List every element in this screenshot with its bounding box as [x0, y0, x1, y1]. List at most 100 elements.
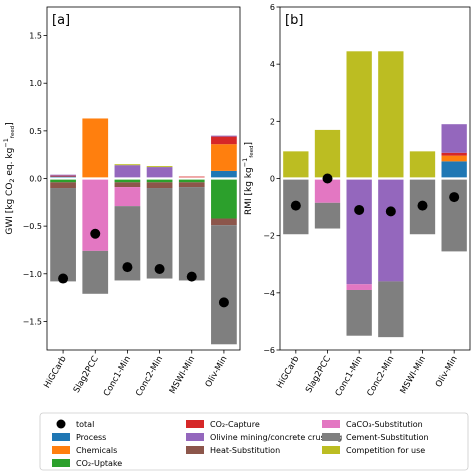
- bar-segment: [211, 178, 237, 219]
- bar-segment: [82, 118, 109, 179]
- legend-swatch: [322, 446, 340, 454]
- bar-segment: [50, 175, 76, 177]
- y-tick-label: −1.0: [23, 270, 42, 279]
- bar-segment: [314, 129, 341, 179]
- bar-segment: [211, 225, 237, 345]
- legend-swatch: [186, 446, 204, 454]
- bar-segment: [441, 161, 467, 179]
- total-marker: [90, 228, 101, 239]
- bar-segment: [346, 178, 372, 285]
- legend-label: Olivine mining/concrete crushing: [210, 433, 342, 442]
- bar-segment: [211, 135, 237, 137]
- bar-segment: [441, 155, 467, 162]
- bar-segment: [211, 218, 237, 226]
- bar-segment: [114, 182, 141, 188]
- bar-segment: [146, 188, 173, 279]
- bar-segment: [114, 187, 141, 207]
- panel-label: [a]: [52, 13, 70, 28]
- legend-label: CO₂-Capture: [210, 420, 260, 429]
- x-tick-label: Oliv-Min: [434, 355, 460, 390]
- bar-segment: [146, 178, 173, 183]
- total-marker: [417, 200, 428, 211]
- legend-label: Cement-Substitution: [346, 433, 429, 442]
- bar-segment: [178, 182, 205, 188]
- x-tick-label: Conc2-Min: [134, 355, 165, 399]
- x-tick-label: MSWI-Min: [168, 355, 198, 396]
- y-axis-label: RMI [kg kg−1feed]: [241, 142, 255, 215]
- bar-segment: [178, 187, 205, 281]
- bar-segment: [314, 202, 341, 229]
- legend-label: Chemicals: [76, 446, 117, 455]
- x-tick-label: Slag2PCC: [72, 354, 101, 394]
- x-tick-label: HiGCarb: [42, 355, 68, 391]
- x-tick-label: MSWI-Min: [399, 355, 429, 396]
- total-marker: [290, 200, 301, 211]
- legend-label: Heat-Substitution: [210, 446, 280, 455]
- bar-segment: [146, 166, 173, 168]
- bar-segment: [441, 178, 467, 252]
- y-tick-label: 2: [270, 117, 275, 126]
- y-tick-label: 1.0: [29, 79, 42, 88]
- legend-swatch: [52, 446, 70, 454]
- legend: total Process Chemicals CO₂-Uptake CO₂-Captu…: [39, 412, 469, 471]
- total-marker: [322, 173, 333, 184]
- y-axis-label: GWI [kg CO2 eq. kg−1feed]: [2, 122, 16, 234]
- legend-marker-total: [56, 419, 66, 429]
- total-marker: [449, 192, 460, 203]
- y-tick-label: −1.5: [23, 317, 42, 326]
- bar-segment: [114, 164, 141, 166]
- bar-segment: [114, 165, 141, 179]
- bar-segment: [178, 178, 205, 183]
- y-tick-label: −4: [263, 289, 275, 298]
- x-tick-label: Conc1-Min: [334, 355, 365, 399]
- bar-segment: [378, 51, 404, 179]
- total-marker: [218, 297, 229, 308]
- bar-segment: [50, 174, 76, 176]
- y-tick-label: 0.5: [29, 127, 42, 136]
- total-marker: [186, 271, 197, 282]
- bar-segment: [82, 179, 109, 251]
- x-tick-label: Conc1-Min: [102, 355, 133, 399]
- bar-segment: [50, 178, 76, 183]
- bar-segment: [441, 124, 467, 153]
- bar-segment: [82, 250, 109, 294]
- total-marker: [385, 206, 396, 217]
- legend-swatch: [322, 420, 340, 428]
- bar-segment: [378, 281, 404, 338]
- y-tick-label: −6: [263, 346, 275, 355]
- bar-segment: [409, 151, 436, 179]
- total-marker: [122, 262, 133, 273]
- x-tick-label: Slag2PCC: [304, 354, 333, 394]
- bar-segment: [346, 289, 372, 336]
- y-tick-label: 0.0: [29, 175, 42, 184]
- bar-segment: [283, 151, 309, 179]
- y-tick-label: −2: [263, 232, 275, 241]
- legend-label: total: [76, 420, 94, 429]
- x-tick-label: Conc2-Min: [365, 355, 396, 399]
- legend-swatch: [52, 433, 70, 441]
- legend-label: CO₂-Uptake: [76, 459, 122, 468]
- bar-segment: [146, 167, 173, 179]
- bar-segment: [114, 178, 141, 183]
- bar-segment: [441, 152, 467, 156]
- bar-segment: [50, 182, 76, 189]
- y-tick-label: 4: [270, 60, 275, 69]
- panel-label: [b]: [285, 13, 303, 28]
- y-tick-label: −0.5: [23, 222, 42, 231]
- y-tick-label: 0: [270, 175, 275, 184]
- legend-swatch: [186, 433, 204, 441]
- total-marker: [154, 264, 165, 275]
- legend-swatch: [186, 420, 204, 428]
- legend-label: Competition for use: [346, 446, 425, 455]
- chart-panel-b: −6 −4 −2 0 2 4 6 HiGCarb Slag2PCC Conc1-Min Conc2-…: [241, 3, 471, 399]
- total-marker: [58, 273, 69, 284]
- bar-segment: [211, 136, 237, 145]
- y-tick-label: 6: [270, 3, 275, 12]
- bar-segment: [346, 284, 372, 290]
- bar-segment: [50, 188, 76, 282]
- bar-segment: [211, 144, 237, 171]
- legend-swatch: [322, 433, 340, 441]
- bar-segment: [378, 178, 404, 282]
- legend-swatch: [52, 459, 70, 467]
- bar-segment: [211, 170, 237, 179]
